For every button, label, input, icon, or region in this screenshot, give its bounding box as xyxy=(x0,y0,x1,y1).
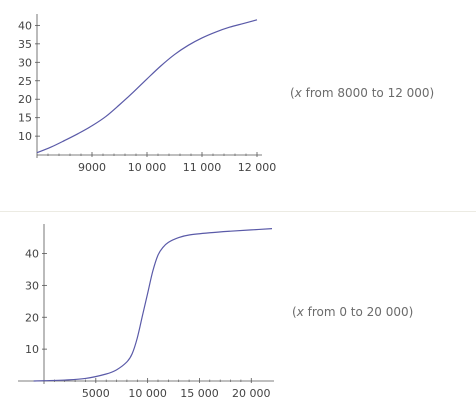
chart-bottom-ticks: 5000 10 000 15 000 20 000 10 20 30 40 xyxy=(25,248,271,401)
chart-top-ticks: 9000 10 000 11 000 12 000 10 15 20 25 30 35 40 xyxy=(18,19,276,174)
x-tick-label: 11 000 xyxy=(183,161,222,174)
y-tick-label: 20 xyxy=(25,311,39,324)
chart-top-axes xyxy=(36,14,262,158)
chart-top-curve xyxy=(36,19,258,154)
x-tick-label: 15 000 xyxy=(180,387,219,400)
variable-x: x xyxy=(296,305,304,319)
y-tick-label: 40 xyxy=(25,248,39,261)
chart-bottom: 5000 10 000 15 000 20 000 10 20 30 40 xyxy=(18,224,274,401)
variable-x: x xyxy=(294,86,302,100)
y-tick-label: 20 xyxy=(18,93,32,106)
chart-top: 9000 10 000 11 000 12 000 10 15 20 25 30 35 40 xyxy=(18,14,276,174)
y-tick-label: 15 xyxy=(18,112,32,125)
y-tick-label: 30 xyxy=(25,279,39,292)
x-tick-label: 5000 xyxy=(82,387,110,400)
chart-bottom-axes xyxy=(18,224,274,384)
y-tick-label: 40 xyxy=(18,19,32,32)
y-tick-label: 25 xyxy=(18,75,32,88)
y-tick-label: 30 xyxy=(18,56,32,69)
chart-bottom-curve xyxy=(33,228,273,382)
x-tick-label: 9000 xyxy=(78,161,106,174)
chart-bottom-range-note: (x from 0 to 20 000) xyxy=(292,305,414,319)
y-tick-label: 35 xyxy=(18,38,32,51)
x-tick-label: 10 000 xyxy=(128,161,167,174)
chart-top-range-note: (x from 8000 to 12 000) xyxy=(290,86,435,100)
y-tick-label: 10 xyxy=(18,130,32,143)
y-tick-label: 10 xyxy=(25,343,39,356)
x-tick-label: 10 000 xyxy=(128,387,167,400)
x-tick-label: 12 000 xyxy=(238,161,277,174)
section-divider xyxy=(0,211,476,212)
x-tick-label: 20 000 xyxy=(232,387,271,400)
